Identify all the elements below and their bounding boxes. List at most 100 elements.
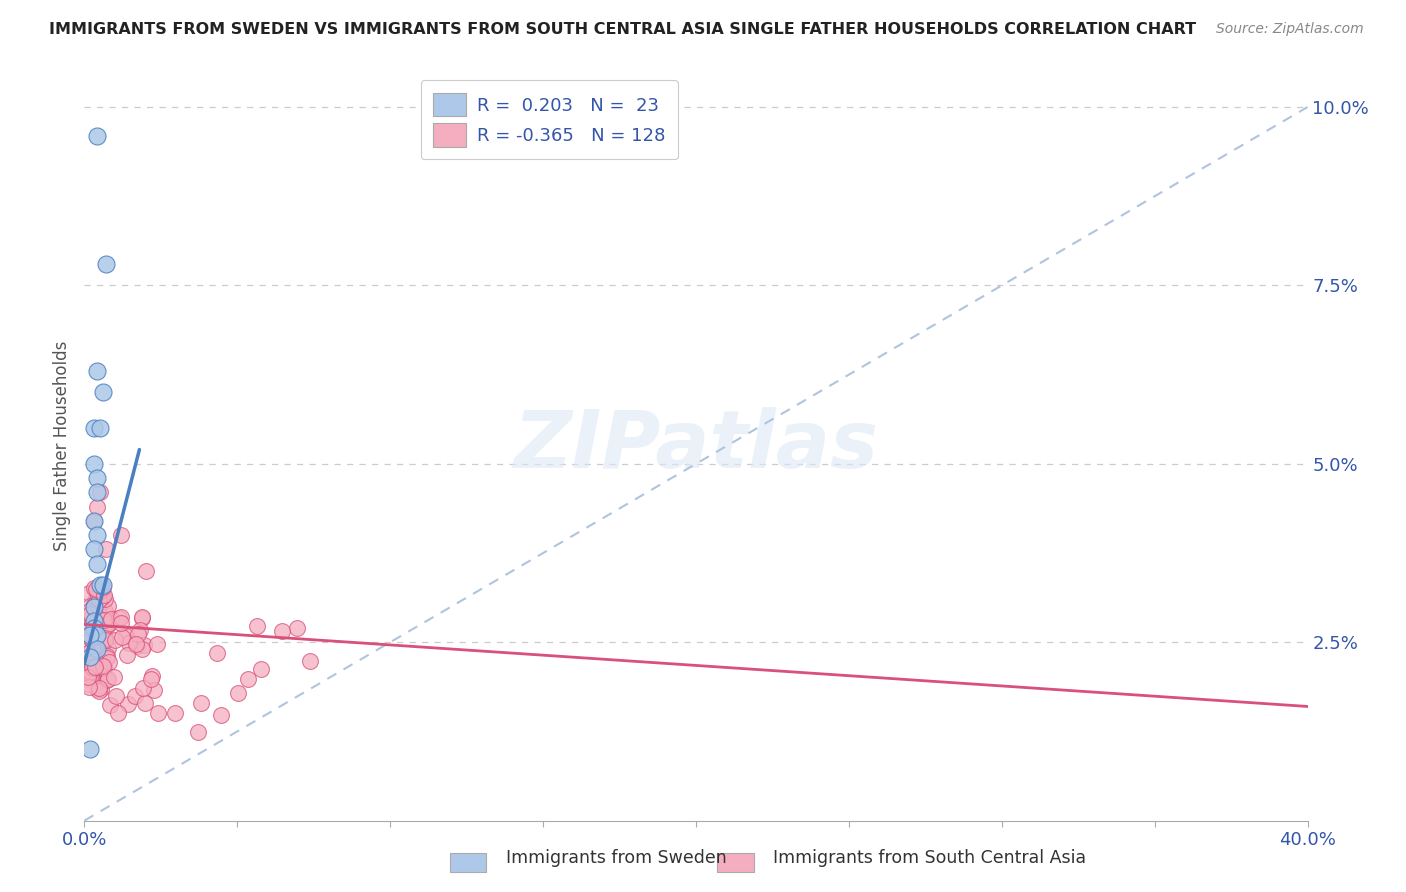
Point <box>89 578 111 592</box>
Point <box>246 619 269 633</box>
Point <box>77 680 100 694</box>
Text: IMMIGRANTS FROM SWEDEN VS IMMIGRANTS FROM SOUTH CENTRAL ASIA SINGLE FATHER HOUSE: IMMIGRANTS FROM SWEDEN VS IMMIGRANTS FRO… <box>49 22 1197 37</box>
Point <box>96 648 118 663</box>
Point <box>80 641 103 656</box>
Point <box>131 641 153 656</box>
Point <box>134 696 156 710</box>
Point <box>90 640 112 654</box>
Point <box>76 673 98 687</box>
Text: ZIPatlas: ZIPatlas <box>513 407 879 485</box>
Point <box>118 635 141 649</box>
Point <box>97 640 120 655</box>
Point <box>94 632 117 647</box>
Text: Immigrants from Sweden: Immigrants from Sweden <box>506 849 727 867</box>
Point <box>131 610 153 624</box>
Point <box>83 542 105 557</box>
Point <box>87 684 110 698</box>
Point <box>87 604 110 618</box>
Point <box>125 639 148 653</box>
Point <box>86 485 108 500</box>
Point <box>83 514 105 528</box>
Point <box>236 672 259 686</box>
Y-axis label: Single Father Households: Single Father Households <box>53 341 72 551</box>
Point <box>93 661 115 675</box>
Point <box>91 659 114 673</box>
Point <box>89 678 111 692</box>
Point <box>107 706 129 720</box>
Point <box>83 598 105 612</box>
Point <box>124 690 146 704</box>
Point <box>76 670 98 684</box>
Point <box>79 649 101 664</box>
Point <box>97 599 120 613</box>
Point <box>132 681 155 696</box>
Point <box>91 590 114 604</box>
Point <box>86 557 108 571</box>
Point <box>84 582 107 597</box>
Point <box>80 632 103 647</box>
Point <box>93 613 115 627</box>
Point <box>82 658 104 673</box>
Point <box>97 617 120 632</box>
Text: Source: ZipAtlas.com: Source: ZipAtlas.com <box>1216 22 1364 37</box>
Point <box>80 650 103 665</box>
Point <box>80 659 103 673</box>
Point <box>83 599 105 614</box>
Point <box>141 672 163 686</box>
Point <box>141 669 163 683</box>
Point <box>77 651 100 665</box>
Point <box>205 646 228 660</box>
Point <box>82 655 104 669</box>
Point <box>93 591 115 606</box>
Point <box>187 725 209 739</box>
Point <box>86 628 108 642</box>
Point <box>94 604 117 618</box>
Point <box>226 686 249 700</box>
Point <box>86 627 108 641</box>
Point <box>91 634 114 648</box>
Point <box>96 673 118 688</box>
Point <box>77 646 100 660</box>
Point <box>165 706 187 720</box>
Point <box>125 637 148 651</box>
Point <box>79 630 101 644</box>
Point <box>79 599 101 613</box>
Point <box>87 640 110 654</box>
Point <box>94 632 117 646</box>
Point <box>79 628 101 642</box>
Point <box>86 128 108 143</box>
Point <box>93 588 115 602</box>
Point <box>86 682 108 697</box>
Legend: R =  0.203   N =  23, R = -0.365   N = 128: R = 0.203 N = 23, R = -0.365 N = 128 <box>420 80 678 160</box>
Point <box>86 471 108 485</box>
Point <box>83 599 105 614</box>
Point <box>84 631 107 645</box>
Point <box>93 632 115 646</box>
Point <box>80 602 103 616</box>
Point <box>89 485 111 500</box>
Point <box>83 629 105 643</box>
Point <box>86 364 108 378</box>
Point <box>104 690 127 704</box>
Point <box>77 585 100 599</box>
Point <box>83 621 105 635</box>
Point <box>110 610 132 624</box>
Point <box>91 649 114 664</box>
Point <box>84 592 107 607</box>
Point <box>83 651 105 665</box>
Point <box>127 626 149 640</box>
Point <box>84 653 107 667</box>
Point <box>83 581 105 595</box>
Point <box>79 607 101 622</box>
Point <box>96 673 118 687</box>
Point <box>82 661 104 675</box>
Point <box>80 610 103 624</box>
Point <box>110 528 132 542</box>
Point <box>77 677 100 691</box>
Point <box>86 642 108 657</box>
Point <box>80 625 103 640</box>
Point <box>79 742 101 756</box>
Point <box>91 580 114 594</box>
Point <box>83 673 105 688</box>
Point <box>83 514 105 528</box>
